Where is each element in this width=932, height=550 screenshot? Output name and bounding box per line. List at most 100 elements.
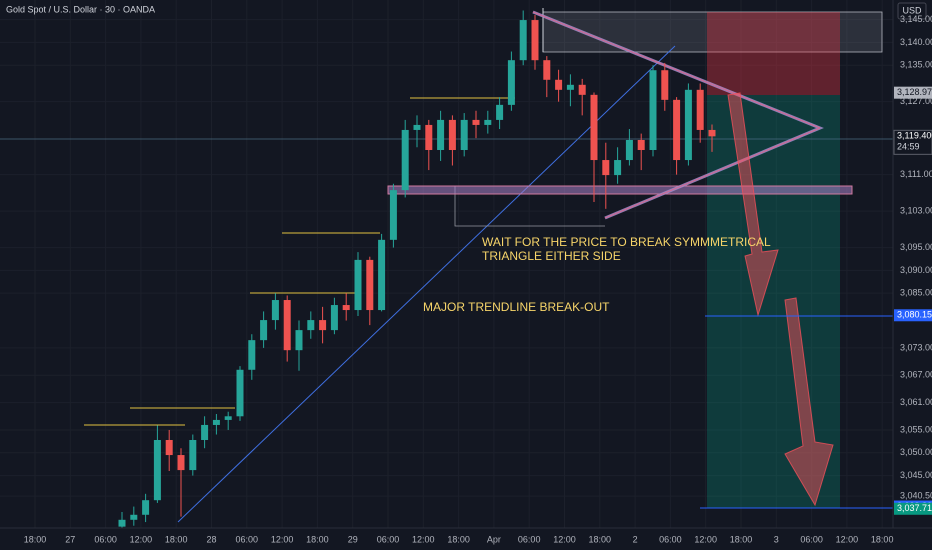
y-tick-label: 3,085.000 <box>900 288 932 298</box>
x-tick-label: 28 <box>206 534 216 544</box>
y-tick-label: 3,045.000 <box>900 470 932 480</box>
price-badge-label: 3,080.155 <box>897 310 932 320</box>
y-tick-label: 3,067.000 <box>900 370 932 380</box>
trendline <box>177 45 676 523</box>
candle-body <box>696 89 704 130</box>
level-lines <box>84 97 515 426</box>
x-tick-label: 18:00 <box>730 534 753 544</box>
candle-body <box>401 129 409 191</box>
y-tick-label: 3,145.000 <box>900 14 932 24</box>
candle-body <box>448 119 456 151</box>
candle-body <box>507 60 515 105</box>
x-tick-label: 06:00 <box>377 534 400 544</box>
x-tick-label: 27 <box>65 534 75 544</box>
candle-body <box>566 84 574 90</box>
countdown: 24:59 <box>897 142 920 152</box>
candle-body <box>236 369 244 417</box>
candle-body <box>389 190 397 240</box>
drawings <box>0 8 893 523</box>
x-tick-label: 06:00 <box>94 534 117 544</box>
candle-body <box>684 89 692 161</box>
x-tick-label: 2 <box>633 534 638 544</box>
price-badge <box>894 86 932 99</box>
candle-body <box>496 104 504 120</box>
candle-body <box>177 455 185 471</box>
y-tick-label: 3,055.000 <box>900 424 932 434</box>
candle-body <box>295 330 303 351</box>
triangle-edge <box>604 127 821 219</box>
candle-body <box>673 99 681 161</box>
candle-body <box>130 514 138 520</box>
candle-body <box>637 139 645 151</box>
y-tick-label: 3,040.500 <box>900 490 932 500</box>
x-tick-label: 06:00 <box>236 534 259 544</box>
x-tick-label: 18:00 <box>589 534 612 544</box>
x-tick-label: 18:00 <box>871 534 894 544</box>
y-tick-label: 3,050.000 <box>900 447 932 457</box>
candle-body <box>153 440 161 501</box>
candle-body <box>625 139 633 161</box>
x-tick-label: 06:00 <box>800 534 823 544</box>
candle-body <box>590 94 598 161</box>
price-badge-label: 3,128.975 <box>897 87 932 97</box>
arrow <box>727 92 779 317</box>
y-tick-label: 3,073.000 <box>900 342 932 352</box>
x-tick-label: 12:00 <box>694 534 717 544</box>
x-tick-label: 12:00 <box>553 534 576 544</box>
candle-body <box>661 70 669 100</box>
price-axis: 3,145.000 3,140.000 3,135.000 3,127.000 3,11… <box>24 14 932 544</box>
y-tick-label: 3,103.000 <box>900 205 932 215</box>
candle-body <box>142 500 150 515</box>
candle-body <box>319 320 327 331</box>
price-badge <box>894 309 932 322</box>
candle-body <box>271 300 279 321</box>
range-box <box>542 11 883 53</box>
candle-body <box>354 259 362 311</box>
chart-title: Gold Spot / U.S. Dollar · 30 · OANDA <box>6 4 155 14</box>
candle-body <box>578 84 586 95</box>
currency-button[interactable] <box>897 2 927 20</box>
price-badge-label: 3,037.716 <box>897 503 932 513</box>
candle-body <box>307 320 315 331</box>
candle-body <box>248 340 256 370</box>
y-tick-label: 3,111.000 <box>900 169 932 179</box>
support-band <box>387 185 853 195</box>
candle-body <box>413 124 421 130</box>
x-tick-label: 12:00 <box>412 534 435 544</box>
x-tick-label: 06:00 <box>518 534 541 544</box>
candle-body <box>330 305 338 331</box>
y-tick-label: 3,061.000 <box>900 397 932 407</box>
candle-body <box>531 20 539 61</box>
x-tick-label: 3 <box>774 534 779 544</box>
x-tick-label: 12:00 <box>130 534 153 544</box>
candle-body <box>437 119 445 151</box>
candle-body <box>555 79 563 90</box>
candle-body <box>519 20 527 61</box>
x-tick-label: 18:00 <box>447 534 470 544</box>
candle-body <box>484 119 492 125</box>
candle-body <box>165 440 173 456</box>
candle-body <box>708 129 716 137</box>
candle-body <box>460 119 468 151</box>
candle-body <box>472 119 480 125</box>
x-tick-label: 18:00 <box>306 534 329 544</box>
triangle-edge <box>532 11 821 129</box>
y-tick-label: 3,135.000 <box>900 60 932 70</box>
candle-body <box>212 419 220 425</box>
candle-body <box>283 300 291 351</box>
y-tick-label: 3,140.000 <box>900 37 932 47</box>
bracket <box>454 186 605 227</box>
candle-body <box>425 124 433 151</box>
price-badge-label: 3,119.400 <box>897 131 932 141</box>
candle-body <box>118 519 126 527</box>
x-tick-label: Apr <box>487 534 501 544</box>
candle-body <box>614 160 622 176</box>
x-tick-label: 12:00 <box>271 534 294 544</box>
annotation: MAJOR TRENDLINE BREAK-OUT <box>423 300 610 314</box>
y-tick-label: 3,127.000 <box>900 96 932 106</box>
price-badge <box>894 502 932 515</box>
annotation: WAIT FOR THE PRICE TO BREAK SYMMMETRICAL <box>482 235 771 249</box>
x-tick-label: 12:00 <box>836 534 859 544</box>
